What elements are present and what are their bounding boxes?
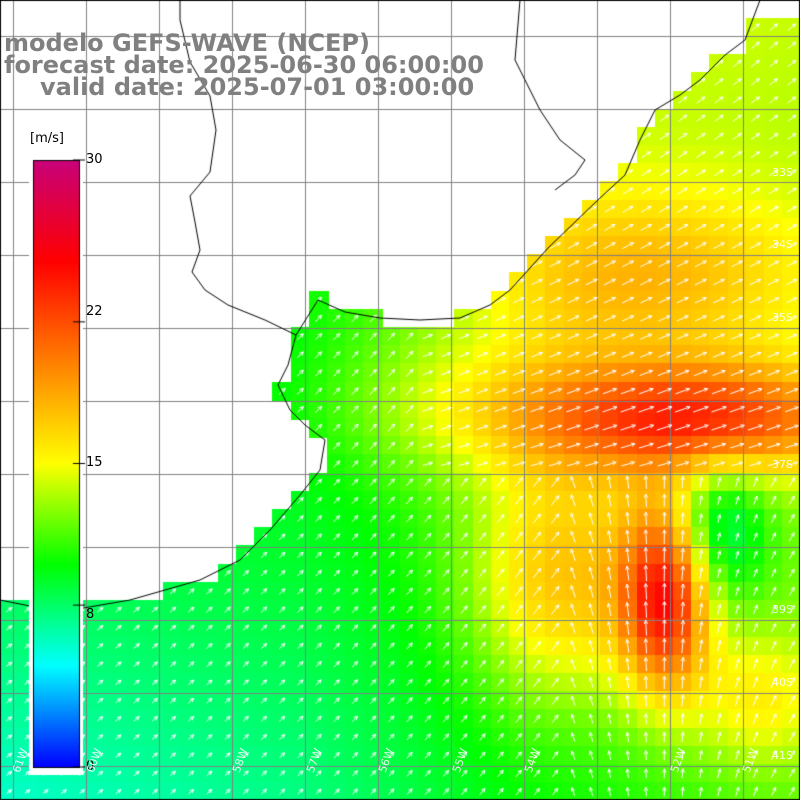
lat-label-41s: 41S — [772, 749, 793, 762]
valid-date: valid date: 2025-07-01 03:00:00 — [40, 73, 475, 101]
colorbar-tick-15: 15 — [86, 455, 103, 470]
lat-label-34s: 34S — [772, 238, 793, 251]
model-title: modelo GEFS-WAVE (NCEP) — [4, 29, 370, 57]
lat-label-39s: 39S — [772, 603, 793, 616]
lat-label-37s: 37S — [772, 458, 793, 471]
lat-label-40s: 40S — [772, 676, 793, 689]
forecast-date: forecast date: 2025-06-30 06:00:00 — [4, 51, 484, 79]
colorbar-tick-8: 8 — [86, 607, 95, 622]
colorbar-tick-0: 0 — [86, 759, 95, 774]
colorbar-tick-22: 22 — [86, 304, 103, 319]
lat-label-35s: 35S — [772, 311, 793, 324]
colorbar-tick-30: 30 — [86, 152, 103, 167]
colorbar-unit-label: [m/s] — [30, 131, 64, 146]
lat-label-33s: 33S — [772, 166, 793, 179]
